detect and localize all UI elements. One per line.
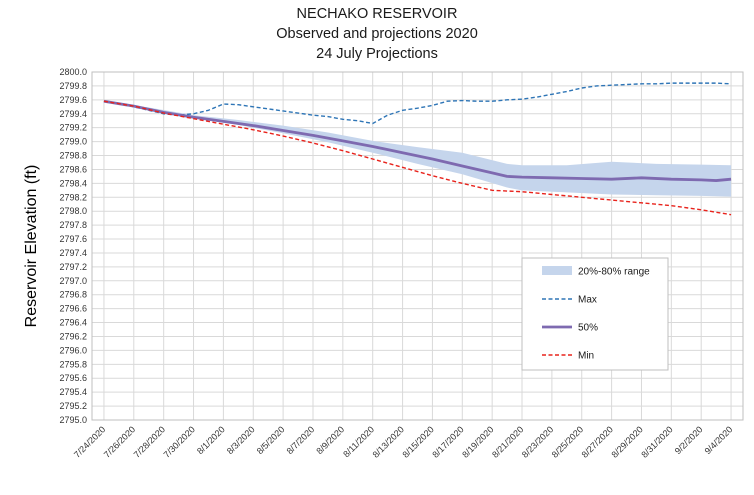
x-tick-label: 8/3/2020 [225,424,257,456]
y-tick-label: 2797.0 [59,276,87,286]
x-tick-label: 8/19/2020 [460,424,495,459]
legend-label: Min [578,351,594,362]
y-axis-label: Reservoir Elevation (ft) [23,165,40,328]
x-tick-label: 9/4/2020 [703,424,735,456]
series-band-20-80 [103,101,732,197]
y-tick-label: 2799.4 [59,109,87,119]
x-tick-label: 8/15/2020 [400,424,435,459]
y-tick-label: 2799.2 [59,123,87,133]
series-line-max [103,82,732,125]
chart-title-line-1: NECHAKO RESERVOIR [297,6,458,22]
legend: 20%-80% range Max 50% Min [521,257,669,371]
y-tick-label: 2799.8 [59,81,87,91]
y-tick-label: 2797.8 [59,220,87,230]
y-tick-label: 2797.2 [59,262,87,272]
y-tick-label: 2796.0 [59,345,87,355]
series-line-min [103,100,732,216]
x-tick-label: 7/28/2020 [132,424,167,459]
plot-frame [91,71,744,421]
y-tick-label: 2795.0 [59,415,87,425]
y-tick-label: 2798.2 [59,192,87,202]
legend-label: 50% [578,323,598,334]
x-tick-label: 8/25/2020 [550,424,585,459]
y-tick-label: 2795.8 [59,359,87,369]
x-tick-label: 7/24/2020 [72,424,107,459]
y-tick-label: 2799.0 [59,137,87,147]
x-tick-label: 8/7/2020 [285,424,317,456]
plot-area [103,82,732,216]
x-tick-label: 8/29/2020 [609,424,644,459]
x-tick-label: 8/27/2020 [580,424,615,459]
x-tick-label: 8/1/2020 [195,424,227,456]
x-tick-label: 8/23/2020 [520,424,555,459]
y-tick-label: 2800.0 [59,67,87,77]
legend-box [521,257,669,371]
y-tick-label: 2798.4 [59,178,87,188]
y-tick-label: 2797.6 [59,234,87,244]
chart-title-line-2: Observed and projections 2020 [276,26,478,42]
y-tick-label: 2796.6 [59,304,87,314]
x-tick-label: 7/30/2020 [162,424,197,459]
y-tick-label: 2798.6 [59,164,87,174]
legend-swatch-band [542,266,572,275]
legend-label: 20%-80% range [578,267,650,278]
y-tick-label: 2799.6 [59,95,87,105]
y-axis-ticks: 2795.0 2795.2 2795.4 2795.6 2795.8 2796.0 2796… [59,67,87,425]
y-tick-label: 2798.0 [59,206,87,216]
y-tick-label: 2797.4 [59,248,87,258]
chart-title: NECHAKO RESERVOIR Observed and projectio… [276,6,478,62]
x-tick-label: 7/26/2020 [102,424,137,459]
y-tick-label: 2795.6 [59,373,87,383]
y-tick-label: 2796.2 [59,331,87,341]
chart-title-line-3: 24 July Projections [316,46,438,62]
x-tick-label: 8/21/2020 [490,424,525,459]
y-tick-label: 2795.4 [59,387,87,397]
y-tick-label: 2795.2 [59,401,87,411]
series-line-median [103,99,732,182]
x-tick-label: 8/17/2020 [430,424,465,459]
x-tick-label: 8/31/2020 [639,424,674,459]
x-tick-label: 9/2/2020 [673,424,705,456]
y-tick-label: 2798.8 [59,151,87,161]
x-axis-ticks: 7/24/20207/26/20207/28/20207/30/20208/1/… [72,424,734,459]
x-tick-label: 8/5/2020 [255,424,287,456]
grid [91,71,744,421]
x-tick-label: 8/13/2020 [371,424,406,459]
legend-label: Max [578,295,597,306]
y-tick-label: 2796.8 [59,290,87,300]
y-tick-label: 2796.4 [59,318,87,328]
